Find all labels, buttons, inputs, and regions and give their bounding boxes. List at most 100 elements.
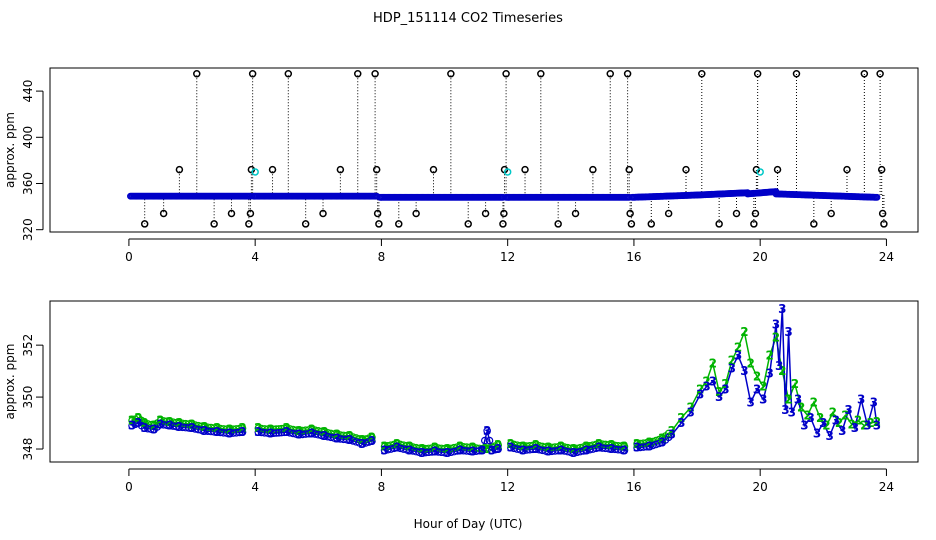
series-3-symbol: 3 [393,441,401,455]
series-3-symbol: 3 [709,375,717,389]
series-2-symbol: 2 [860,419,868,433]
series-2-symbol: 2 [333,428,341,442]
x-tick-label: 4 [251,480,259,494]
panel-top: 0 4 8 12 16 20 24 320 360 400 440 approx. ppm [3,67,919,264]
series-2-symbol: 2 [431,441,439,455]
spike-point [792,70,801,78]
series-2-symbol: 2 [166,415,174,429]
series-2-symbol: 2 [740,325,748,339]
series-3-symbol: 3 [813,426,821,440]
spike-point [773,165,782,174]
spike-point [521,165,529,174]
spike-point [664,209,673,218]
series-3-symbol: 3 [734,349,742,363]
x-tick-label: 16 [626,480,641,494]
x-axis-label: Hour of Day (UTC) [414,517,523,531]
series-3-symbol: 3 [772,317,780,331]
series-3-symbol: 3 [620,443,628,457]
series-2-symbol: 2 [658,432,666,446]
series-3-symbol: 3 [488,443,496,457]
spike-point [647,220,656,228]
spike-point [827,209,835,218]
series-3-symbol: 3 [478,443,486,457]
series-3-symbol: 3 [358,437,366,451]
chart-title: HDP_151114 CO2 Timeseries [373,11,563,26]
y-tick-label: 348 [21,438,35,461]
baseline-point [873,193,881,201]
series-3-symbol: 3 [595,441,603,455]
series-3-symbol: 3 [721,382,729,396]
flagged-point [503,168,512,176]
series-2-symbol: 2 [797,400,805,414]
series-3-symbol: 3 [633,441,641,455]
series-3-symbol: 3 [668,428,676,442]
series-2-symbol: 2 [156,413,164,427]
series-3-marker [483,427,491,435]
series-3-symbol: 3 [283,425,291,439]
series-3-symbol: 3 [702,380,710,394]
series-3-marker [620,446,629,455]
series-3-symbol: 3 [166,419,174,433]
spike-point [353,70,362,78]
spike-point [750,220,758,228]
series-2-symbol: 2 [668,424,676,438]
spike-point [606,70,615,78]
series-3-symbol: 3 [794,393,802,407]
series-2-symbol: 2 [346,429,354,443]
series-2-symbol: 2 [545,441,553,455]
series-2-symbol: 2 [295,424,303,438]
series-3-symbol: 3 [608,442,616,456]
series-3-symbol: 3 [295,428,303,442]
series-3-symbol: 3 [715,390,723,404]
series-2-symbol: 2 [608,438,616,452]
series-3-marker [238,428,247,436]
series-3-symbol: 3 [857,393,865,407]
series-2-symbol: 2 [854,413,862,427]
series-3-symbol: 3 [156,417,164,431]
series-3-marker [480,436,489,445]
series-3-symbol: 3 [200,424,208,438]
series-3-symbol: 3 [320,429,328,443]
series-3-marker [478,446,487,455]
series-3-symbol: 3 [582,443,590,457]
spike-point [412,209,420,218]
series-3-symbol: 3 [141,421,149,435]
spike-point [843,165,851,174]
series-3-marker [485,436,494,445]
series-2-symbol: 2 [469,441,477,455]
spike-point [502,70,510,78]
series-3-symbol: 3 [368,434,376,448]
series-3-symbol: 3 [175,420,183,434]
series-2-symbol: 2 [380,439,388,453]
series-2-symbol: 2 [320,425,328,439]
series-2-symbol: 2 [866,416,874,430]
series-3-symbol: 3 [150,423,158,437]
spike-point [227,209,236,218]
series-3-marker [277,428,286,437]
series-2-symbol: 2 [728,354,736,368]
spike-point [877,165,886,174]
y-tick-label: 352 [21,334,35,357]
series-2-symbol: 2 [765,349,773,363]
series-2-symbol: 2 [633,437,641,451]
spike-point [301,220,310,228]
series-2-symbol: 2 [753,369,761,383]
series-3-marker [617,446,626,454]
spike-point [554,220,562,228]
series-3-symbol: 3 [557,443,565,457]
spike-point [627,220,636,228]
y-tick-label: 400 [21,126,35,149]
series-3-symbol: 3 [784,325,792,339]
series-2-symbol: 2 [721,377,729,391]
y-tick-label: 350 [21,386,35,409]
series-2-symbol: 2 [283,421,291,435]
series-2-symbol: 2 [791,377,799,391]
plot-frame [49,300,919,463]
series-3-symbol: 3 [844,403,852,417]
spike-point [372,165,381,174]
series-3-symbol: 3 [832,413,840,427]
series-2-symbol: 2 [358,433,366,447]
series-3-symbol: 3 [519,443,527,457]
series-2-symbol: 2 [822,419,830,433]
